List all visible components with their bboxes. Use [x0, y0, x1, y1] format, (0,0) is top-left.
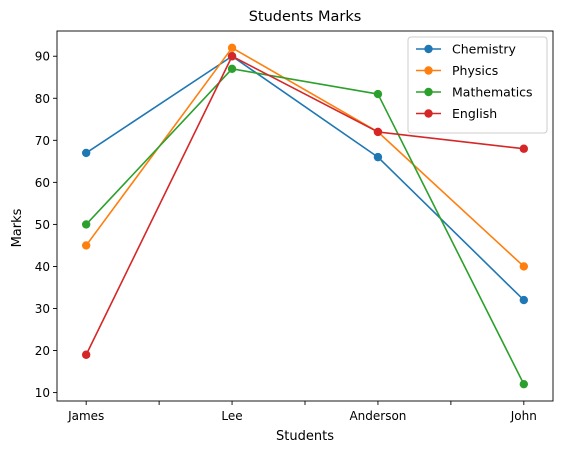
y-axis: 10 20 30 40 50 60 70 80 90: [35, 50, 57, 400]
data-point: [519, 144, 529, 153]
data-point: [373, 152, 383, 162]
series-line: [85, 68, 525, 385]
data-point: [81, 220, 91, 229]
y-tick-label: 60: [35, 176, 50, 190]
data-point: [373, 89, 383, 99]
data-point: [519, 295, 529, 305]
legend-marker: [424, 87, 433, 97]
y-tick-label: 70: [35, 134, 50, 148]
data-point: [81, 148, 91, 158]
legend-label: English: [452, 106, 497, 121]
data-point: [373, 127, 383, 137]
data-point: [227, 52, 237, 61]
legend-marker: [424, 66, 433, 75]
legend-label: Chemistry: [452, 42, 517, 57]
series-line: [85, 55, 524, 356]
y-tick-label: 50: [35, 218, 50, 232]
series-line: [85, 55, 525, 301]
legend-marker: [424, 44, 433, 54]
data-point: [81, 241, 91, 250]
data-point: [519, 379, 529, 389]
x-tick-label: John: [510, 409, 537, 423]
legend-marker: [424, 109, 433, 118]
x-axis-label: Students: [276, 429, 334, 444]
y-tick-label: 80: [35, 92, 50, 106]
data-point: [81, 350, 91, 359]
legend-box: [407, 36, 548, 134]
y-tick-label: 40: [35, 260, 50, 274]
y-tick-label: 30: [35, 302, 50, 316]
x-tick-label: Anderson: [349, 409, 406, 423]
y-tick-label: 90: [35, 50, 50, 64]
x-tick-label: Lee: [221, 409, 242, 423]
data-point: [519, 262, 529, 271]
x-axis: James Lee Anderson John: [67, 401, 537, 423]
data-point: [227, 43, 237, 53]
chart-title: Students Marks: [249, 9, 362, 25]
legend-label: Mathematics: [452, 85, 533, 100]
y-tick-label: 20: [35, 344, 50, 358]
legend-label: Physics: [452, 63, 498, 78]
y-axis-label: Marks: [10, 208, 25, 247]
legend: Chemistry Physics Mathematics English: [407, 36, 548, 134]
series-layer: [81, 43, 529, 389]
data-point: [227, 64, 237, 74]
y-tick-label: 10: [35, 386, 50, 400]
x-tick-label: James: [67, 409, 104, 423]
